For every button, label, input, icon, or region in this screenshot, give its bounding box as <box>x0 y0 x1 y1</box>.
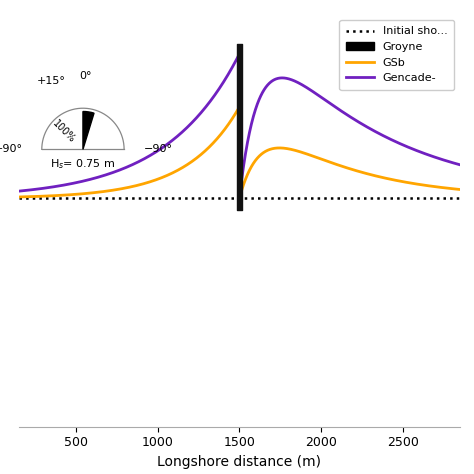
Text: 0°: 0° <box>79 72 91 82</box>
Text: −90°: −90° <box>143 145 173 155</box>
Text: 100%: 100% <box>50 118 77 145</box>
X-axis label: Longshore distance (m): Longshore distance (m) <box>157 455 321 469</box>
Wedge shape <box>83 111 94 149</box>
Text: +15°: +15° <box>36 75 65 86</box>
Legend: Initial sho..., Groyne, GSb, Gencade-: Initial sho..., Groyne, GSb, Gencade- <box>339 20 454 90</box>
Text: H$_s$= 0.75 m: H$_s$= 0.75 m <box>50 157 116 172</box>
Text: +90°: +90° <box>0 145 23 155</box>
